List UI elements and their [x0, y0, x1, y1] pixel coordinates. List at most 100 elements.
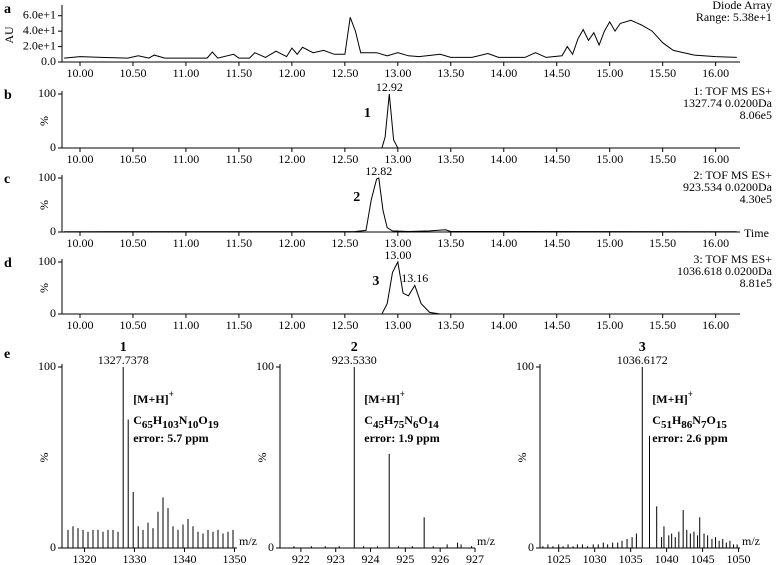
formula-count: 86	[681, 419, 693, 431]
peak-label: 13.16	[401, 271, 428, 285]
x-tick-label: 10.00	[67, 318, 94, 332]
peak-label: 923.5330	[332, 353, 377, 367]
x-tick-label: 1320	[73, 552, 97, 565]
trace	[64, 93, 737, 149]
trace-info: 1036.618 0.0200Da	[677, 264, 773, 278]
x-tick-label: 924	[362, 552, 380, 565]
y-axis-label: %	[37, 200, 51, 210]
formula-element: N	[404, 413, 413, 427]
x-tick-label: 10.00	[67, 66, 94, 80]
x-tick-label: 13.50	[437, 152, 464, 166]
x-tick-label: 1035	[619, 552, 643, 565]
x-axis-label: m/z	[477, 534, 495, 548]
formula-element: H	[153, 413, 163, 427]
compound-number: 3	[372, 274, 379, 289]
formula-count: 19	[208, 419, 220, 431]
trace-info: 8.06e5	[740, 108, 772, 122]
formula: C45H75N6O14	[364, 413, 439, 431]
formula-element: O	[198, 413, 207, 427]
formula-count: 6	[413, 419, 419, 431]
formula-count: 51	[661, 419, 672, 431]
x-tick-label: 13.50	[437, 318, 464, 332]
x-tick-label: 15.00	[596, 152, 623, 166]
y-axis-label: %	[515, 453, 529, 463]
ion-label: [M+H]+	[364, 389, 405, 406]
panel-label: c	[4, 172, 10, 187]
compound-number: 2	[351, 340, 358, 355]
panel-label: a	[4, 2, 11, 17]
x-tick-label: 926	[431, 552, 449, 565]
x-tick-label: 12.50	[331, 152, 358, 166]
x-tick-label: 1025	[547, 552, 571, 565]
ion-part: +	[400, 389, 405, 399]
x-tick-label: 14.50	[543, 236, 570, 250]
x-tick-label: 10.50	[119, 318, 146, 332]
x-tick-label: 10.50	[119, 152, 146, 166]
x-tick-label: 13.00	[384, 236, 411, 250]
x-tick-label: 15.50	[649, 152, 676, 166]
mass-error: error: 1.9 ppm	[364, 431, 439, 445]
x-tick-label: 1030	[583, 552, 607, 565]
formula-count: 7	[701, 419, 707, 431]
trace-info: 923.534 0.0200Da	[683, 180, 773, 194]
compound-number: 2	[353, 190, 360, 205]
formula-count: 10	[187, 419, 199, 431]
ion-part: [M+H]	[364, 392, 400, 406]
x-tick-label: 14.00	[490, 152, 517, 166]
panel-label: e	[4, 347, 10, 362]
x-axis-label: m/z	[239, 534, 257, 548]
y-axis-label: AU	[2, 26, 16, 44]
formula-count: 75	[393, 419, 405, 431]
trace-info: 4.30e5	[740, 192, 772, 206]
x-tick-label: 14.00	[490, 318, 517, 332]
x-tick-label: 12.50	[331, 236, 358, 250]
formula-count: 103	[162, 419, 179, 431]
x-tick-label: 15.00	[596, 318, 623, 332]
x-tick-label: 1050	[727, 552, 751, 565]
x-tick-label: 12.00	[278, 236, 305, 250]
x-tick-label: 15.50	[649, 236, 676, 250]
x-tick-label: 14.50	[543, 152, 570, 166]
y-tick-label: 2.0e+1	[23, 38, 56, 52]
ion-part: +	[169, 389, 174, 399]
x-tick-label: 11.00	[173, 236, 200, 250]
x-tick-label: 11.50	[226, 66, 253, 80]
trace-info: 1: TOF MS ES+	[693, 84, 772, 98]
formula-count: 15	[716, 419, 728, 431]
x-tick-label: 14.00	[490, 66, 517, 80]
trace-info: 8.81e5	[740, 276, 772, 290]
trace	[64, 17, 737, 59]
peak-label: 1327.7378	[98, 353, 149, 367]
x-tick-label: 925	[396, 552, 414, 565]
y-axis-label: %	[37, 283, 51, 293]
formula-count: 14	[428, 419, 440, 431]
x-tick-label: 10.00	[67, 152, 94, 166]
x-tick-label: 922	[292, 552, 310, 565]
x-tick-label: 15.50	[649, 318, 676, 332]
compound-number: 1	[120, 340, 127, 355]
ion-label: [M+H]+	[652, 389, 693, 406]
x-tick-label: 16.00	[702, 236, 729, 250]
y-tick-label: 100	[256, 359, 274, 373]
peak-label: 13.00	[384, 248, 411, 262]
formula-element: N	[692, 413, 701, 427]
trace-info: 2: TOF MS ES+	[693, 168, 772, 182]
x-tick-label: 13.00	[384, 152, 411, 166]
trace-info: 1327.74 0.0200Da	[683, 96, 773, 110]
y-tick-label: 0	[50, 140, 56, 154]
y-tick-label: 100	[38, 170, 56, 184]
x-tick-label: 12.00	[278, 66, 305, 80]
formula-count: 45	[373, 419, 385, 431]
mass-error: error: 5.7 ppm	[133, 431, 208, 445]
y-tick-label: 0	[50, 224, 56, 238]
ion-part: +	[688, 389, 693, 399]
y-tick-label: 0	[50, 306, 56, 320]
x-tick-label: 1340	[173, 552, 197, 565]
formula-element: O	[706, 413, 715, 427]
y-tick-label: 100	[516, 359, 534, 373]
x-tick-label: 11.50	[226, 318, 253, 332]
x-tick-label: 927	[466, 552, 484, 565]
x-tick-label: 1040	[655, 552, 679, 565]
x-tick-label: 1045	[691, 552, 715, 565]
x-tick-label: 1350	[223, 552, 247, 565]
